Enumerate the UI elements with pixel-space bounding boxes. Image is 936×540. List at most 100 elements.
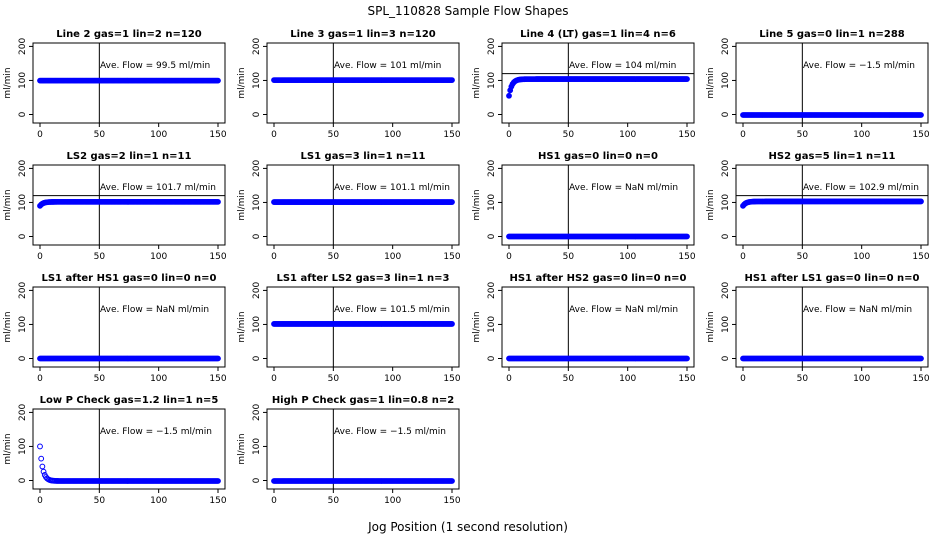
panel-grid: Line 2 gas=1 lin=2 n=120 0 50 100 150 0 100 200… [3,29,930,506]
x-tick-label: 0 [37,496,43,506]
chart-panel-13: Low P Check gas=1.2 lin=1 n=5 0 50 100 150 0 1… [3,395,227,506]
x-tick-label: 0 [37,374,43,384]
y-tick-label: 0 [252,355,262,361]
average-flow-annotation: Ave. Flow = 102.9 ml/min [803,183,919,193]
x-tick-label: 50 [94,374,106,384]
panel-title: HS1 gas=0 lin=0 n=0 [538,151,658,162]
x-tick-label: 50 [94,130,106,140]
x-tick-label: 50 [797,374,809,384]
data-series [37,77,221,84]
x-tick-label: 50 [328,374,340,384]
data-point [918,355,924,362]
y-axis-label: ml/min [3,433,13,464]
x-tick-label: 150 [443,374,460,384]
x-tick-label: 0 [740,252,746,262]
x-tick-label: 100 [384,374,401,384]
panel-title: LS1 after HS1 gas=0 lin=0 n=0 [41,273,216,284]
y-tick-label: 200 [721,38,731,55]
data-point [449,77,455,84]
chart-panel-14: High P Check gas=1 lin=0.8 n=2 0 50 100 150 0… [237,395,461,506]
data-point [215,478,221,484]
panel-title: Line 5 gas=0 lin=1 n=288 [759,29,905,40]
x-tick-label: 0 [271,496,277,506]
x-tick-label: 0 [506,374,512,384]
x-tick-label: 0 [271,374,277,384]
y-axis-label: ml/min [3,311,13,342]
y-tick-label: 200 [252,282,262,299]
y-tick-label: 100 [18,438,28,455]
x-tick-label: 150 [443,252,460,262]
x-tick-label: 0 [506,252,512,262]
x-tick-label: 100 [150,252,167,262]
plot-frame [735,42,929,124]
plot-frame [266,286,460,368]
data-point [684,233,690,240]
data-series [37,198,221,209]
y-axis-label: ml/min [237,67,247,98]
average-flow-annotation: Ave. Flow = 101.7 ml/min [100,183,216,193]
y-axis-label: ml/min [472,311,482,342]
x-tick-label: 50 [797,130,809,140]
data-series [271,199,455,205]
y-tick-label: 200 [252,38,262,55]
x-tick-label: 150 [443,130,460,140]
y-axis-label: ml/min [237,433,247,464]
y-axis-label: ml/min [237,311,247,342]
average-flow-annotation: Ave. Flow = 104 ml/min [569,61,676,71]
average-flow-annotation: Ave. Flow = −1.5 ml/min [803,61,915,71]
x-tick-label: 150 [912,374,929,384]
data-series [740,112,924,118]
data-point [39,463,46,470]
y-axis-label: ml/min [472,189,482,220]
x-tick-label: 150 [209,374,226,384]
data-point [506,92,512,99]
y-tick-label: 100 [721,316,731,333]
panel-title: HS1 after HS2 gas=0 lin=0 n=0 [509,273,686,284]
x-tick-label: 100 [150,496,167,506]
data-series [37,443,221,484]
data-point [684,76,690,82]
chart-panel-2: Line 3 gas=1 lin=3 n=120 0 50 100 150 0 100 200… [237,29,461,140]
panel-title: High P Check gas=1 lin=0.8 n=2 [272,395,454,406]
x-tick-label: 100 [384,252,401,262]
chart-panel-8: HS2 gas=5 lin=1 n=11 0 50 100 150 0 100 200 ml/m… [706,151,930,262]
data-point [215,77,221,84]
x-tick-label: 150 [912,130,929,140]
y-axis-label: ml/min [706,67,716,98]
chart-panel-5: LS2 gas=2 lin=1 n=11 0 50 100 150 0 100 200 ml/m… [3,151,227,262]
x-tick-label: 0 [271,130,277,140]
x-tick-label: 0 [271,252,277,262]
average-flow-annotation: Ave. Flow = NaN ml/min [803,305,912,315]
data-point [38,455,45,462]
x-tick-label: 100 [384,130,401,140]
x-tick-label: 100 [619,252,636,262]
figure-title: SPL_110828 Sample Flow Shapes [367,4,568,18]
chart-panel-6: LS1 gas=3 lin=1 n=11 0 50 100 150 0 100 200 ml/m… [237,151,461,262]
y-tick-label: 200 [252,404,262,421]
x-tick-label: 150 [678,130,695,140]
y-tick-label: 0 [252,477,262,483]
plot-frame [501,164,695,246]
plot-frame [501,286,695,368]
chart-panel-4: Line 5 gas=0 lin=1 n=288 0 50 100 150 0 100 200… [706,29,930,140]
chart-panel-9: LS1 after HS1 gas=0 lin=0 n=0 0 50 100 150 0 1… [3,273,227,384]
chart-panel-12: HS1 after LS1 gas=0 lin=0 n=0 0 50 100 150 0 1… [706,273,930,384]
y-tick-label: 200 [18,282,28,299]
y-tick-label: 100 [721,194,731,211]
data-series [271,478,455,484]
y-tick-label: 200 [252,160,262,177]
chart-panel-11: HS1 after HS2 gas=0 lin=0 n=0 0 50 100 150 0 1… [472,273,696,384]
data-series [506,233,690,240]
x-tick-label: 0 [506,130,512,140]
y-tick-label: 100 [487,194,497,211]
data-series [271,321,455,327]
panel-title: LS1 gas=3 lin=1 n=11 [301,151,426,162]
y-axis-label: ml/min [237,189,247,220]
y-tick-label: 100 [18,194,28,211]
data-point [449,478,455,484]
x-tick-label: 100 [384,496,401,506]
y-tick-label: 0 [252,111,262,117]
y-tick-label: 200 [18,160,28,177]
average-flow-annotation: Ave. Flow = −1.5 ml/min [100,427,212,437]
y-tick-label: 100 [252,438,262,455]
